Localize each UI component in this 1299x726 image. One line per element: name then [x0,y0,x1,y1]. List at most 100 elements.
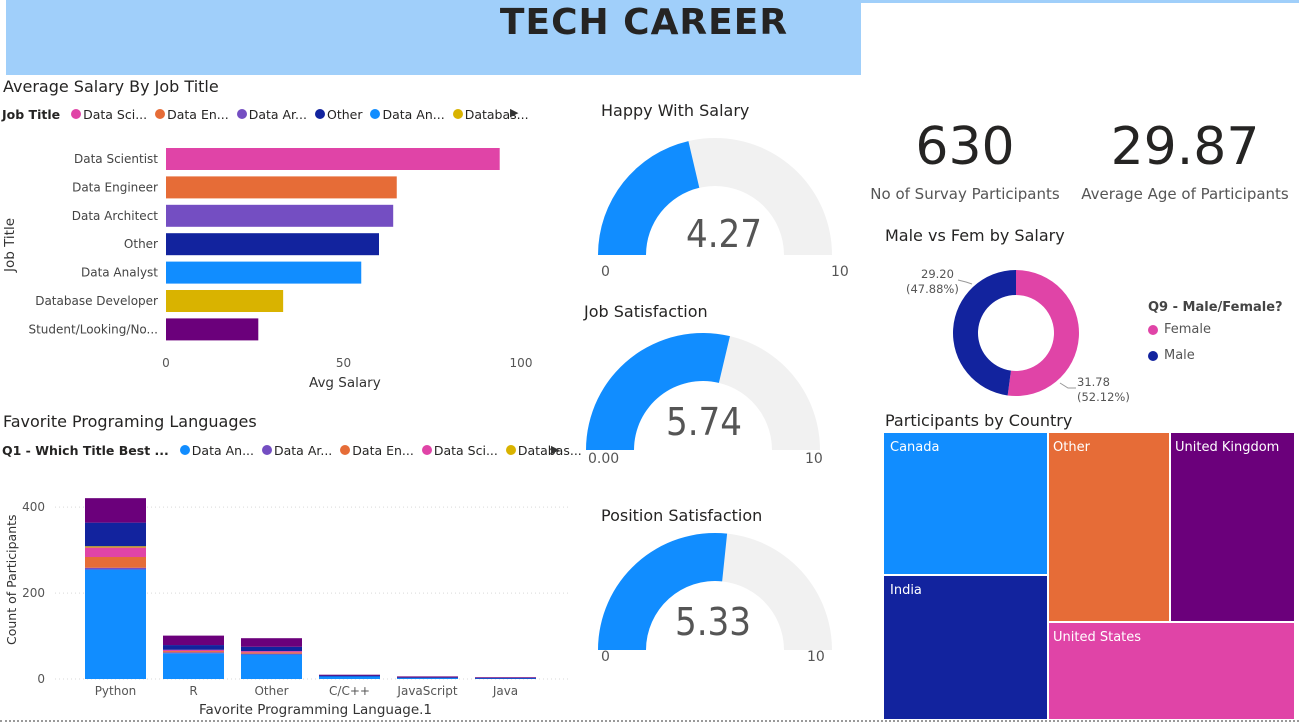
salary-bar[interactable] [166,261,362,284]
lang-bar-segment[interactable] [397,677,458,679]
salary-legend-item[interactable]: Other [311,107,362,122]
gauge-happy-min: 0 [601,264,610,280]
lang-category-label: C/C++ [329,684,370,698]
dashboard-title: TECH CAREER [499,2,789,43]
legend-next-arrow-icon[interactable]: ▶ [510,106,519,119]
lang-bar-segment[interactable] [475,677,536,679]
lang-bar-segment[interactable] [319,675,380,679]
banner-strip [861,0,1299,3]
donut-female-value: 31.78 [1077,375,1110,389]
gender-donut-chart [952,270,1079,396]
lang-legend-title: Q1 - Which Title Best ... [2,443,169,458]
salary-category-label: Data Analyst [81,266,158,280]
lang-bar-segment[interactable] [85,567,146,570]
salary-legend-item[interactable]: Data En... [151,107,229,122]
donut-male-leader-line [957,279,973,285]
donut-male-value: 29.20 [921,267,954,281]
lang-category-label: JavaScript [396,684,457,698]
salary-bar[interactable] [166,176,397,199]
donut-legend-female[interactable]: Female [1144,322,1211,337]
lang-stacked-chart: 0 200 400 Python R Other C/C++ JavaScript Java [22,498,570,698]
lang-bar-segment[interactable] [397,676,458,678]
lang-bar-segment[interactable] [241,646,302,652]
donut-slice-female[interactable] [1007,270,1079,396]
salary-category-label: Student/Looking/No... [28,322,158,336]
lang-bar-segment[interactable] [241,653,302,655]
lang-bar-segment[interactable] [85,557,146,568]
lang-bar-segment[interactable] [85,546,146,548]
lang-bar-segment[interactable] [163,635,224,646]
salary-x-axis-label: Avg Salary [309,375,381,391]
lang-bar-segment[interactable] [241,651,302,653]
lang-bar-segment[interactable] [85,498,146,523]
kpi-participants-value: 630 [915,117,1015,177]
lang-category-label: Python [95,684,137,698]
lang-bar-segment[interactable] [163,651,224,653]
treemap-tile-united-kingdom[interactable]: United Kingdom [1171,433,1294,621]
salary-x-tick: 0 [162,356,170,370]
treemap-tile-canada[interactable]: Canada [884,433,1047,574]
salary-legend-item[interactable]: Data Ar... [233,107,307,122]
lang-bar-segment[interactable] [241,654,302,679]
gauge-position-value: 5.33 [674,600,752,644]
lang-y-tick: 400 [22,500,45,514]
salary-x-tick: 50 [336,356,351,370]
salary-category-label: Database Developer [35,294,158,308]
lang-bar-segment[interactable] [475,677,536,679]
salary-category-label: Data Scientist [74,152,158,166]
lang-legend-item[interactable]: Data Ar... [258,443,332,458]
lang-bar-segment[interactable] [85,522,146,547]
donut-male-pct: (47.88%) [906,282,959,296]
salary-legend-item[interactable]: Data Sci... [67,107,147,122]
lang-bar-segment[interactable] [163,653,224,679]
treemap-tile-united-states[interactable]: United States [1049,623,1294,719]
salary-bar-chart: Data Scientist Data Engineer Data Architec… [28,148,533,370]
salary-bar[interactable] [166,318,259,341]
lang-bar-segment[interactable] [163,649,224,652]
lang-legend-item[interactable]: Data En... [336,443,414,458]
lang-legend-item[interactable]: Data An... [176,443,254,458]
gauge-happy-salary [598,138,832,255]
lang-bar-segment[interactable] [319,675,380,677]
lang-bar-segment[interactable] [241,638,302,647]
gauge-fill [598,141,700,255]
gauge-job-satisfaction [586,332,820,450]
treemap-tile-india[interactable]: India [884,576,1047,719]
gauge-happy-value: 4.27 [685,212,763,256]
salary-x-tick: 100 [510,356,533,370]
lang-bar-segment[interactable] [241,652,302,654]
lang-chart-title: Favorite Programing Languages [3,412,257,431]
lang-category-label: R [189,684,197,698]
lang-bar-segment[interactable] [85,569,146,679]
lang-legend-next-arrow-icon[interactable]: ▶ [551,443,560,456]
gauge-position-min: 0 [601,649,610,665]
salary-bar[interactable] [166,233,379,256]
salary-legend-item[interactable]: Databas... [449,107,529,122]
lang-bar-segment[interactable] [163,652,224,654]
donut-slice-male[interactable] [952,270,1016,396]
gauge-job-title: Job Satisfaction [584,302,708,321]
salary-category-label: Other [124,237,158,251]
salary-legend: Job Title Data Sci... Data En... Data Ar… [2,107,529,122]
lang-legend-item[interactable]: Databas... [502,443,582,458]
salary-legend-item[interactable]: Data An... [366,107,445,122]
lang-bar-segment[interactable] [397,677,458,679]
gauge-position-title: Position Satisfaction [601,506,763,525]
lang-y-tick: 0 [37,672,45,686]
lang-legend-item[interactable]: Data Sci... [418,443,498,458]
salary-bar[interactable] [166,204,394,227]
treemap-title: Participants by Country [885,411,1073,430]
lang-bar-segment[interactable] [85,547,146,558]
treemap-tile-other[interactable]: Other [1049,433,1169,621]
lang-bar-segment[interactable] [319,674,380,676]
salary-legend-title: Job Title [2,107,61,122]
salary-bar[interactable] [166,290,284,312]
country-treemap: Canada India Other United Kingdom United… [884,433,1294,719]
lang-bar-segment[interactable] [475,678,536,679]
donut-legend-male[interactable]: Male [1144,348,1195,363]
salary-bar[interactable] [166,148,500,170]
salary-category-label: Data Engineer [72,180,158,194]
gender-donut-title: Male vs Fem by Salary [885,226,1065,245]
lang-bar-segment[interactable] [163,645,224,650]
lang-legend: Q1 - Which Title Best ... Data An... Dat… [2,443,582,458]
